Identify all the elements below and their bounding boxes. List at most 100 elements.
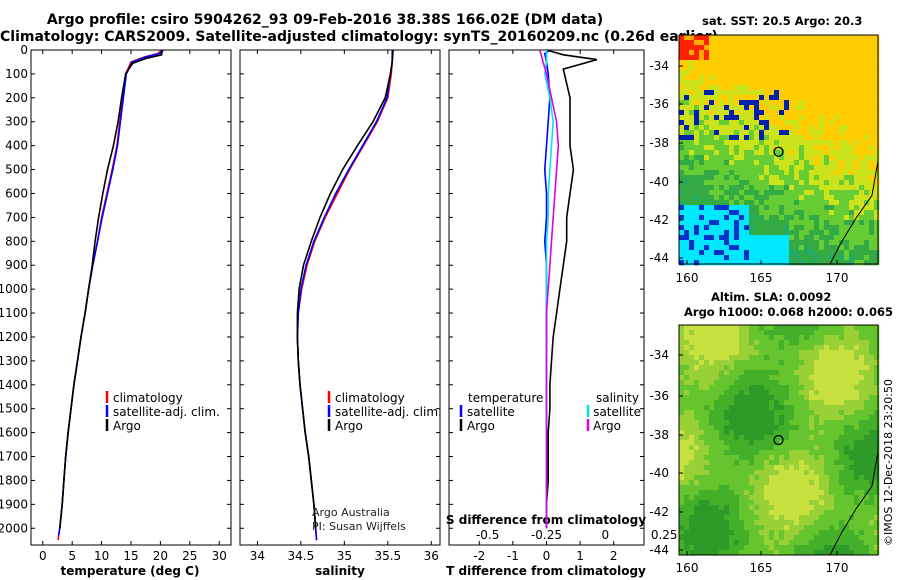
map-cell (859, 150, 865, 156)
y-tick-label: 1000 (0, 282, 28, 296)
map-cell (849, 35, 855, 41)
map-cell (719, 220, 725, 226)
map-cell (799, 115, 805, 121)
map-cell (799, 120, 805, 126)
map-cell (679, 340, 685, 346)
map-cell (709, 210, 715, 216)
map-cell (874, 475, 880, 481)
map-cell (829, 410, 835, 416)
map-cell (679, 385, 685, 391)
map-cell (859, 535, 865, 541)
map-cell (774, 550, 780, 556)
map-cell (779, 190, 785, 196)
map-cell (774, 165, 780, 171)
coastline (829, 160, 879, 265)
map-cell (874, 85, 880, 91)
map-cell (759, 445, 765, 451)
map-cell (829, 130, 835, 136)
map-cell (744, 385, 750, 391)
y-tick-label: 300 (5, 115, 28, 129)
map-cell (739, 540, 745, 546)
map-cell (814, 395, 820, 401)
map-cell (744, 355, 750, 361)
map-cell (864, 510, 870, 516)
map-cell (749, 530, 755, 536)
map-cell (799, 360, 805, 366)
map-cell (799, 205, 805, 211)
map-cell (709, 100, 715, 106)
map-cell (749, 325, 755, 331)
map-cell (824, 80, 830, 86)
map-cell (789, 110, 795, 116)
map-cell (699, 75, 705, 81)
map-cell (709, 250, 715, 256)
map-cell (734, 70, 740, 76)
map-cell (859, 355, 865, 361)
map-cell (869, 140, 875, 146)
map-cell (874, 125, 880, 131)
map-cell (759, 240, 765, 246)
map-cell (689, 170, 695, 176)
map-cell (864, 90, 870, 96)
map-cell (724, 220, 730, 226)
map-cell (784, 125, 790, 131)
map-cell (739, 450, 745, 456)
map-cell (729, 170, 735, 176)
map-cell (819, 205, 825, 211)
map-cell (689, 450, 695, 456)
map-cell (804, 505, 810, 511)
map-cell (784, 115, 790, 121)
map-cell (834, 535, 840, 541)
map-cell (809, 325, 815, 331)
map-cell (744, 205, 750, 211)
map-cell (769, 335, 775, 341)
map-cell (724, 340, 730, 346)
map-cell (734, 365, 740, 371)
map-cell (829, 215, 835, 221)
map-cell (859, 365, 865, 371)
map-cell (814, 390, 820, 396)
map-cell (719, 205, 725, 211)
map-cell (799, 65, 805, 71)
map-cell (769, 185, 775, 191)
map-cell (804, 40, 810, 46)
map-cell (829, 360, 835, 366)
map-cell (819, 235, 825, 241)
map-cell (869, 130, 875, 136)
map-cell (794, 75, 800, 81)
map-cell (814, 465, 820, 471)
map-cell (834, 55, 840, 61)
map-cell (864, 95, 870, 101)
map-cell (709, 370, 715, 376)
map-cell (809, 535, 815, 541)
map-cell (849, 125, 855, 131)
map-cell (709, 215, 715, 221)
map-cell (854, 425, 860, 431)
map-cell (804, 225, 810, 231)
map-cell (784, 40, 790, 46)
map-cell (859, 490, 865, 496)
map-cell (849, 390, 855, 396)
map-cell (724, 330, 730, 336)
map-cell (859, 40, 865, 46)
map-cell (859, 375, 865, 381)
map-cell (819, 260, 825, 266)
map-cell (754, 425, 760, 431)
map-cell (709, 375, 715, 381)
map-cell (729, 470, 735, 476)
map-cell (869, 530, 875, 536)
map-cell (804, 55, 810, 61)
map-cell (679, 355, 685, 361)
map-cell (834, 325, 840, 331)
map-cell (859, 395, 865, 401)
map-cell (804, 425, 810, 431)
map-cell (694, 500, 700, 506)
map-cell (819, 115, 825, 121)
map-cell (684, 495, 690, 501)
map-cell (699, 260, 705, 266)
map-cell (764, 110, 770, 116)
map-cell (754, 205, 760, 211)
map-cell (834, 220, 840, 226)
map-cell (789, 505, 795, 511)
